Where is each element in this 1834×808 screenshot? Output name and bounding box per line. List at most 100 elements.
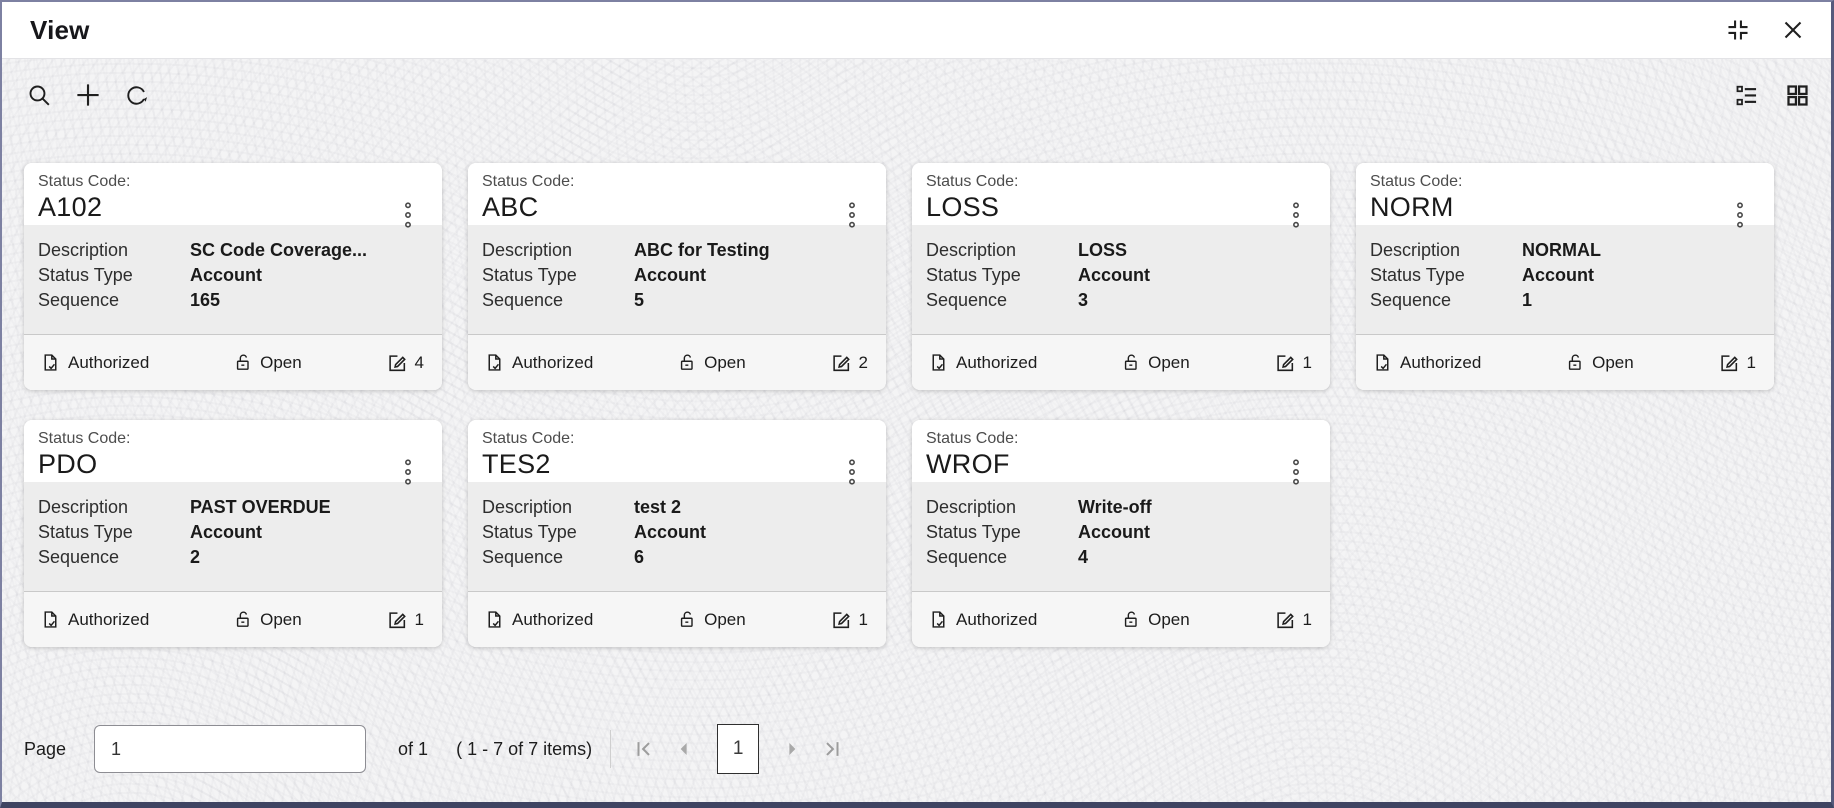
edit-count-badge: 1 xyxy=(830,609,868,631)
kebab-menu-icon[interactable] xyxy=(400,199,416,234)
open-text: Open xyxy=(1148,352,1190,372)
authorized-badge: Authorized xyxy=(40,609,149,630)
description-row: Description SC Code Coverage... xyxy=(38,238,426,263)
card-grid: Status Code: A102 Description SC Code Co… xyxy=(24,163,1811,647)
authorized-badge: Authorized xyxy=(928,352,1037,373)
status-card: Status Code: A102 Description SC Code Co… xyxy=(24,163,442,390)
sequence-label: Sequence xyxy=(38,547,120,567)
search-icon[interactable] xyxy=(26,82,53,109)
edit-count-badge: 1 xyxy=(1274,352,1312,374)
close-icon[interactable] xyxy=(1781,18,1805,42)
status-code-label: Status Code: xyxy=(38,173,131,190)
page-input[interactable] xyxy=(94,725,367,773)
authorized-doc-icon xyxy=(484,609,505,630)
card-footer: Authorized Open xyxy=(24,334,442,390)
status-code-label: Status Code: xyxy=(38,430,131,447)
prev-page-button[interactable] xyxy=(671,736,697,762)
open-lock-icon xyxy=(677,609,697,630)
authorized-text: Authorized xyxy=(956,352,1038,372)
open-text: Open xyxy=(260,609,302,629)
sequence-value: 5 xyxy=(634,290,645,310)
status-code-label: Status Code: xyxy=(926,173,1019,190)
pagination-divider xyxy=(610,730,612,768)
kebab-menu-icon[interactable] xyxy=(844,456,860,491)
open-text: Open xyxy=(260,352,302,372)
status-type-value: Account xyxy=(634,265,706,285)
kebab-menu-icon[interactable] xyxy=(1288,456,1304,491)
description-row: Description LOSS xyxy=(926,238,1314,263)
description-row: Description Write-off xyxy=(926,495,1314,520)
toolbar xyxy=(24,73,1811,117)
status-type-label: Status Type xyxy=(38,522,133,542)
edit-count-icon xyxy=(1274,352,1296,374)
status-card: Status Code: ABC Description ABC for Tes… xyxy=(468,163,886,390)
status-type-value: Account xyxy=(634,522,706,542)
status-type-label: Status Type xyxy=(926,522,1021,542)
status-type-row: Status Type Account xyxy=(38,520,426,545)
add-icon[interactable] xyxy=(73,80,103,110)
status-type-label: Status Type xyxy=(482,522,577,542)
open-lock-icon xyxy=(233,609,253,630)
description-row: Description PAST OVERDUE xyxy=(38,495,426,520)
card-footer: Authorized Open xyxy=(912,334,1330,390)
current-page-indicator[interactable]: 1 xyxy=(717,724,760,774)
open-badge: Open xyxy=(233,609,302,630)
description-label: Description xyxy=(926,240,1017,260)
last-page-button[interactable] xyxy=(817,734,847,764)
status-card: Status Code: LOSS Description LOSS Statu… xyxy=(912,163,1330,390)
edit-count-icon xyxy=(830,609,852,631)
status-code-label: Status Code: xyxy=(926,430,1019,447)
next-page-button[interactable] xyxy=(779,736,805,762)
status-code-value: A102 xyxy=(38,192,103,222)
edit-count-value: 1 xyxy=(1746,352,1756,372)
authorized-doc-icon xyxy=(928,352,949,373)
open-badge: Open xyxy=(677,352,746,373)
status-card: Status Code: NORM Description NORMAL Sta… xyxy=(1356,163,1774,390)
sequence-row: Sequence 6 xyxy=(482,545,870,570)
edit-count-value: 2 xyxy=(858,352,868,372)
status-type-value: Account xyxy=(1078,522,1150,542)
card-body: Description test 2 Status Type Account S… xyxy=(468,482,886,591)
edit-count-icon xyxy=(1718,352,1740,374)
description-row: Description test 2 xyxy=(482,495,870,520)
sequence-label: Sequence xyxy=(38,290,120,310)
open-lock-icon xyxy=(1121,352,1141,373)
status-type-label: Status Type xyxy=(38,265,133,285)
status-code-value: NORM xyxy=(1370,192,1454,222)
authorized-badge: Authorized xyxy=(1372,352,1481,373)
status-type-row: Status Type Account xyxy=(482,263,870,288)
collapse-icon[interactable] xyxy=(1725,17,1751,43)
status-code-label: Status Code: xyxy=(1370,173,1463,190)
authorized-doc-icon xyxy=(40,352,61,373)
description-row: Description ABC for Testing xyxy=(482,238,870,263)
kebab-menu-icon[interactable] xyxy=(1732,199,1748,234)
status-code-value: WROF xyxy=(926,449,1010,479)
sequence-value: 2 xyxy=(190,547,201,567)
first-page-button[interactable] xyxy=(629,734,659,764)
sequence-label: Sequence xyxy=(482,290,564,310)
authorized-text: Authorized xyxy=(512,352,594,372)
open-text: Open xyxy=(1592,352,1634,372)
status-code-value: TES2 xyxy=(482,449,551,479)
card-footer: Authorized Open xyxy=(24,591,442,647)
open-lock-icon xyxy=(1565,352,1585,373)
kebab-menu-icon[interactable] xyxy=(1288,199,1304,234)
edit-count-badge: 1 xyxy=(1274,609,1312,631)
open-text: Open xyxy=(704,352,746,372)
list-view-icon[interactable] xyxy=(1733,82,1760,109)
status-type-label: Status Type xyxy=(1370,265,1465,285)
open-badge: Open xyxy=(677,609,746,630)
description-value: NORMAL xyxy=(1522,240,1601,260)
kebab-menu-icon[interactable] xyxy=(844,199,860,234)
card-header: Status Code: ABC xyxy=(468,163,886,225)
sequence-row: Sequence 165 xyxy=(38,288,426,313)
open-badge: Open xyxy=(1565,352,1634,373)
grid-view-icon[interactable] xyxy=(1784,82,1811,109)
card-body: Description NORMAL Status Type Account S… xyxy=(1356,225,1774,334)
refresh-icon[interactable] xyxy=(123,82,150,109)
kebab-menu-icon[interactable] xyxy=(400,456,416,491)
pagination-bar: Page of 1 ( 1 - 7 of 7 items) 1 xyxy=(24,724,1811,802)
authorized-doc-icon xyxy=(1372,352,1393,373)
status-code-value: PDO xyxy=(38,449,98,479)
